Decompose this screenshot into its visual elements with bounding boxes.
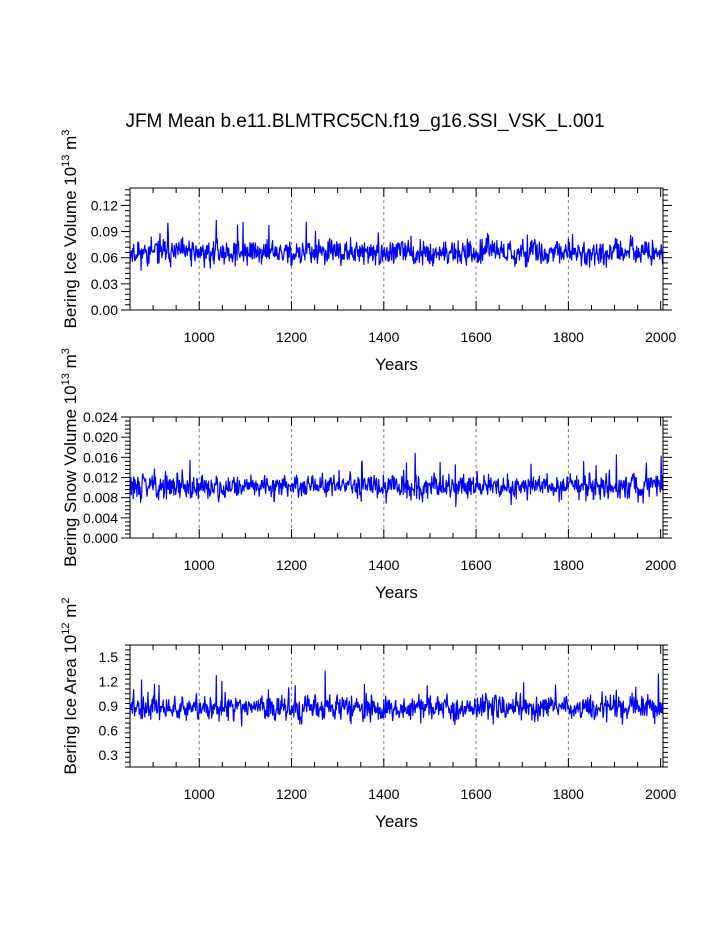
y-tick-label: 0.9 xyxy=(99,698,119,714)
y-tick-label: 1.2 xyxy=(99,674,119,690)
x-tick-label: 1600 xyxy=(461,786,492,802)
x-axis-label: Years xyxy=(375,355,418,374)
x-tick-label: 1200 xyxy=(276,329,307,345)
y-axis-label: Bering Ice Area 1012 m2 xyxy=(60,597,80,774)
x-tick-label: 1400 xyxy=(368,329,399,345)
x-tick-label: 2000 xyxy=(645,786,676,802)
y-tick-label: 0.024 xyxy=(83,409,118,425)
y-tick-label: 0.3 xyxy=(99,747,119,763)
y-tick-label: 0.12 xyxy=(91,197,118,213)
y-axis-label: Bering Snow Volume 1013 m3 xyxy=(60,348,80,567)
x-tick-label: 1600 xyxy=(461,557,492,573)
plot-frame xyxy=(129,644,664,768)
x-tick-label: 1200 xyxy=(276,786,307,802)
data-series-line xyxy=(129,670,664,727)
y-tick-label: 0.008 xyxy=(83,490,118,506)
x-tick-label: 2000 xyxy=(645,329,676,345)
x-axis-label: Years xyxy=(375,583,418,602)
y-tick-label: 0.09 xyxy=(91,224,118,240)
x-tick-label: 1400 xyxy=(368,557,399,573)
x-tick-label: 1200 xyxy=(276,557,307,573)
y-tick-label: 0.000 xyxy=(83,530,118,546)
x-tick-label: 1400 xyxy=(368,786,399,802)
y-tick-label: 0.6 xyxy=(99,722,119,738)
x-tick-label: 1600 xyxy=(461,329,492,345)
x-tick-label: 1800 xyxy=(553,329,584,345)
chart-panel-3: 1000 1200 1400 1600 1800 2000 0.3 0.6 0.9 1.2 1.5 Y… xyxy=(60,597,676,831)
y-tick-label: 1.5 xyxy=(99,649,119,665)
data-series-line xyxy=(129,219,664,271)
figure-title: JFM Mean b.e11.BLMTRC5CN.f19_g16.SSI_VSK… xyxy=(125,111,604,132)
x-tick-label: 1000 xyxy=(184,329,215,345)
y-axis-label: Bering Ice Volume 1013 m3 xyxy=(60,130,80,329)
x-tick-label: 1000 xyxy=(184,786,215,802)
y-tick-label: 0.03 xyxy=(91,276,118,292)
x-tick-label: 1800 xyxy=(553,557,584,573)
x-tick-label: 2000 xyxy=(645,557,676,573)
y-tick-label: 0.00 xyxy=(91,302,118,318)
x-tick-label: 1800 xyxy=(553,786,584,802)
chart-panel-2: 1000 1200 1400 1600 1800 2000 0.000 0.004 0.008 0… xyxy=(60,348,676,602)
data-series-line xyxy=(129,452,664,508)
y-tick-label: 0.016 xyxy=(83,449,118,465)
plot-frame xyxy=(129,187,664,311)
y-tick-label: 0.004 xyxy=(83,510,118,526)
y-tick-label: 0.020 xyxy=(83,429,118,445)
y-tick-label: 0.012 xyxy=(83,470,118,486)
chart-panel-1: 1000 1200 1400 1600 1800 2000 0.00 0.03 0.06 0.09… xyxy=(60,130,676,374)
x-tick-label: 1000 xyxy=(184,557,215,573)
y-tick-label: 0.06 xyxy=(91,250,118,266)
x-axis-label: Years xyxy=(375,812,418,831)
